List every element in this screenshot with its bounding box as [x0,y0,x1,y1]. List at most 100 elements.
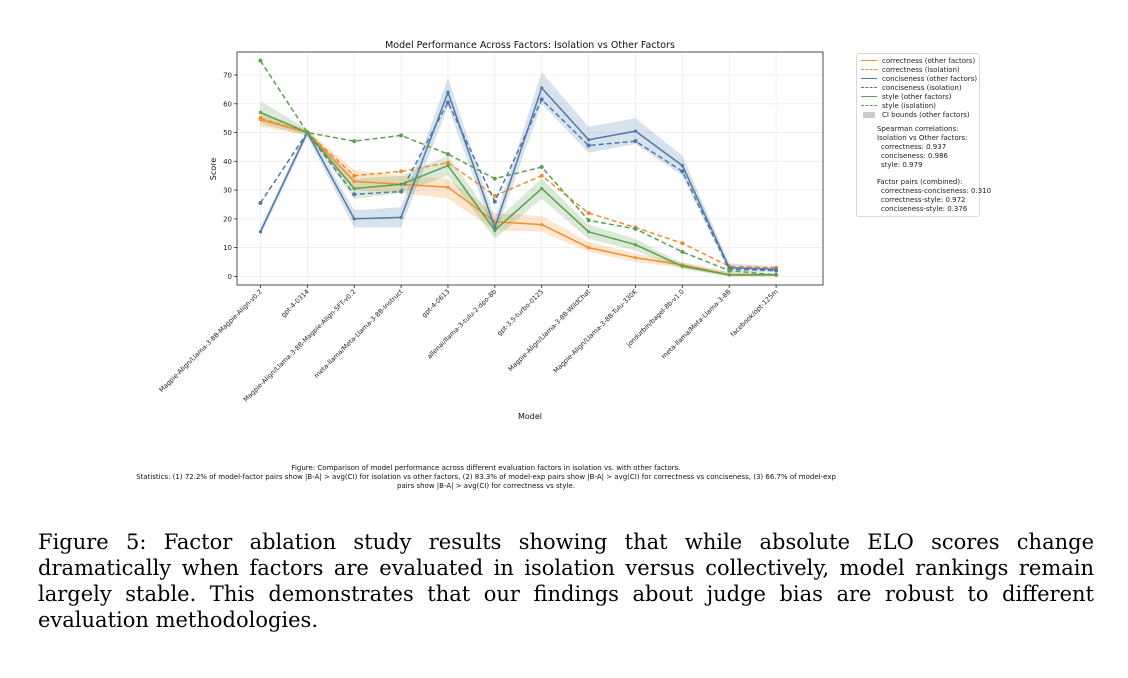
legend-label: style (isolation) [882,101,936,110]
legend-label: correctness (isolation) [882,65,960,74]
y-tick-label: 50 [223,129,232,137]
y-tick-label: 40 [223,158,232,166]
series-line [260,117,777,269]
x-tick-label: gpt-3.5-turbo-0125 [495,288,545,338]
y-tick-label: 70 [223,72,232,80]
data-point [680,249,685,254]
data-point [586,218,591,223]
data-point [727,273,731,277]
data-point [680,264,684,268]
data-point [352,173,357,178]
legend-label: conciseness (other factors) [882,74,978,83]
data-point [399,133,404,138]
data-point [587,138,591,142]
data-point [399,182,403,186]
pair-correctness-conciseness: correctness-conciseness: 0.310 [881,187,992,195]
stat-correctness: correctness: 0.937 [881,143,947,151]
x-tick-label: Magpie-Align/Llama-3-8B-Tulu-330K [552,287,640,375]
legend-item: conciseness (isolation) [861,83,975,92]
legend-label: conciseness (isolation) [882,83,962,92]
stat-style: style: 0.979 [881,161,923,169]
legend-item-ci: CI bounds (other factors) [861,110,975,119]
data-point [492,199,497,204]
data-point [352,187,356,191]
ci-band [260,100,777,277]
legend-label: style (other factors) [882,92,952,101]
figure-note-line-2: Statistics: (1) 72.2% of model-factor pa… [136,473,836,481]
data-point [445,100,450,105]
series-line [259,87,777,270]
data-point [352,192,357,197]
legend-swatch [861,105,877,106]
figure-caption: Figure 5: Factor ablation study results … [38,530,1094,632]
series-line [259,98,777,272]
data-point [540,187,544,191]
x-tick-label: gpt-4-0314 [279,288,310,319]
data-point [352,179,356,184]
data-point [680,164,684,168]
y-axis-label: Score [209,158,218,180]
data-point [727,268,732,273]
data-point [539,165,544,170]
figure-note-line-3: pairs show |B-A| > avg(CI) for correctne… [397,482,575,490]
pair-conciseness-style: conciseness-style: 0.376 [881,205,968,213]
pair-correctness-style: correctness-style: 0.972 [881,196,966,204]
data-point [540,222,544,227]
data-point [539,173,544,178]
stats-subtitle: Isolation vs Other factors: [877,134,968,142]
stat-conciseness: conciseness: 0.986 [881,152,948,160]
data-point [399,169,404,174]
data-point [680,169,685,174]
data-point [446,164,450,168]
legend-swatch [861,60,877,61]
data-point [305,130,310,135]
ci-band [260,72,777,273]
data-point [633,129,638,133]
legend-swatch [861,69,877,70]
ci-swatch [863,111,875,118]
stats-title: Spearman correlations: [877,125,959,133]
plot-frame [236,51,824,286]
data-point [258,230,263,234]
data-point [539,97,544,102]
data-point [633,243,638,247]
data-point [493,220,497,224]
legend: correctness (other factors) correctness (… [856,53,992,217]
data-point [399,215,403,220]
legend-swatch [861,78,877,79]
data-point [352,217,356,221]
data-point [540,86,544,90]
y-tick-label: 20 [223,215,232,223]
data-point [352,139,357,144]
data-point [492,176,497,181]
data-point [445,152,450,157]
x-tick-label: gpt-4-0613 [420,288,451,319]
series-line [259,60,777,276]
legend-item: correctness (other factors) [861,56,975,65]
data-point [258,58,263,63]
series-line [260,111,777,276]
data-point [633,226,638,231]
data-point [258,116,263,121]
figure-note-line-1: Figure: Comparison of model performance … [291,464,681,472]
figure-note: Figure: Comparison of model performance … [130,464,842,491]
y-tick-label: 60 [223,100,232,108]
series-line [260,118,777,276]
data-point [633,139,638,144]
data-point [493,228,497,232]
legend-item: correctness (isolation) [861,65,975,74]
y-tick-label: 0 [228,273,232,281]
data-point [446,185,450,189]
legend-item: style (other factors) [861,92,975,101]
y-tick-label: 10 [223,244,232,252]
data-point [680,241,685,246]
data-point [258,201,263,206]
legend-swatch [861,96,877,97]
x-tick-label: Magpie-Align/Llama-3-8B-WildChat [507,287,593,373]
data-point [774,272,779,277]
data-point [445,160,450,165]
data-point [446,90,450,94]
x-tick-label: Magpie-Align/Llama-3-8B-Magpie-Align-v0.… [157,288,263,394]
data-point [774,268,779,273]
legend-item: conciseness (other factors) [861,74,978,83]
